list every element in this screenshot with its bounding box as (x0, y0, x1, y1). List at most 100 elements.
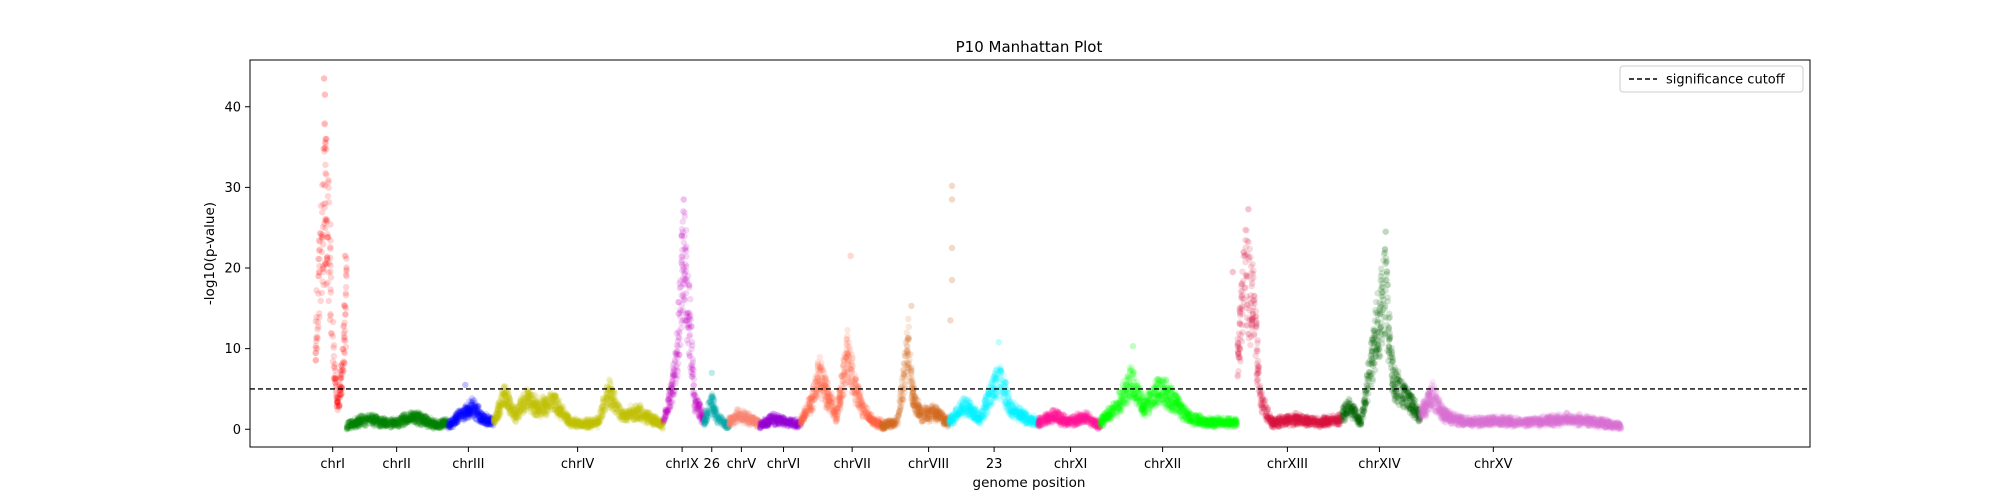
data-point (385, 418, 393, 426)
data-point (326, 260, 333, 267)
data-point (398, 416, 406, 423)
data-point (328, 330, 335, 337)
data-point (322, 138, 329, 146)
data-point (349, 422, 356, 429)
data-point (361, 419, 368, 426)
data-point (374, 415, 381, 423)
data-point (324, 261, 331, 268)
data-point (388, 416, 395, 423)
data-point (422, 420, 429, 427)
data-point (352, 424, 359, 431)
data-point (316, 238, 323, 245)
data-point (403, 417, 411, 424)
data-point (340, 330, 347, 337)
data-point (313, 338, 320, 345)
data-point (412, 418, 419, 425)
data-point (454, 419, 461, 426)
data-point (320, 200, 327, 208)
data-point (358, 416, 365, 423)
chromosome-points-chrVI (756, 410, 804, 432)
data-point (312, 344, 319, 352)
data-point (321, 144, 329, 151)
data-point (413, 414, 420, 421)
data-point (320, 268, 327, 276)
data-point (844, 326, 851, 334)
data-point (323, 146, 330, 153)
data-point (611, 399, 618, 406)
data-point (606, 404, 613, 412)
data-point (369, 419, 376, 426)
data-point (442, 420, 449, 427)
data-point (423, 418, 431, 425)
data-point (928, 403, 935, 410)
data-point (354, 414, 362, 421)
data-point (322, 217, 329, 225)
data-point (325, 178, 332, 186)
data-point (902, 369, 909, 376)
data-point (373, 415, 381, 423)
data-point (334, 392, 341, 399)
data-point (322, 170, 329, 177)
data-point (331, 378, 339, 386)
data-point (327, 245, 334, 252)
data-point (348, 422, 356, 430)
data-point (358, 417, 365, 424)
data-point (433, 420, 440, 428)
data-point (364, 416, 371, 423)
data-point (680, 208, 687, 215)
data-point (421, 418, 428, 426)
data-point (325, 199, 333, 206)
chart-title: P10 Manhattan Plot (956, 38, 1103, 56)
data-point (321, 120, 328, 127)
data-point (342, 305, 350, 312)
data-point (540, 397, 548, 404)
data-point (362, 422, 369, 429)
data-point (773, 417, 780, 424)
data-point (412, 409, 420, 417)
data-point (409, 409, 417, 416)
data-point (331, 364, 338, 371)
data-point (340, 322, 348, 329)
data-point (312, 349, 319, 357)
data-point (821, 384, 828, 392)
data-point (682, 245, 689, 252)
data-point (423, 420, 430, 427)
data-point (683, 253, 690, 260)
data-point (415, 418, 422, 425)
data-point (551, 392, 558, 399)
data-point (322, 140, 329, 147)
data-point (369, 411, 376, 419)
chromosome-points-chrIV (490, 376, 667, 433)
data-point (381, 419, 388, 426)
data-point (670, 372, 677, 379)
data-point (351, 420, 358, 427)
data-point (351, 422, 359, 429)
data-point (851, 389, 858, 396)
data-point (332, 375, 339, 382)
data-point (330, 342, 338, 349)
data-point (423, 418, 430, 425)
data-point (422, 420, 430, 428)
data-point (394, 417, 401, 424)
data-point (438, 418, 446, 425)
data-point (371, 418, 378, 425)
data-point (376, 422, 383, 429)
data-point (341, 360, 348, 367)
data-point (438, 424, 445, 431)
data-point (399, 417, 407, 424)
data-point (675, 299, 682, 306)
data-point (392, 416, 399, 423)
data-point (347, 422, 354, 430)
data-point (321, 220, 328, 227)
data-point (418, 419, 425, 427)
data-point (334, 398, 341, 405)
data-point (351, 421, 358, 428)
data-point (314, 319, 322, 326)
data-point (433, 422, 440, 429)
data-point (661, 416, 668, 424)
data-point (337, 391, 344, 399)
data-point (595, 415, 602, 422)
data-point (912, 407, 919, 414)
data-point (366, 416, 373, 423)
data-point (678, 292, 685, 299)
